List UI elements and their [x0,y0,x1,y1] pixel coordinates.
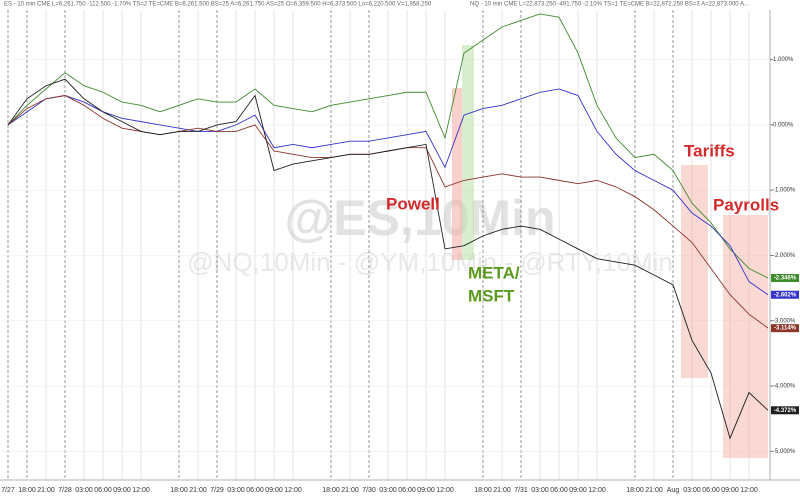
x-tick-label: 18:00 [322,487,340,494]
x-tick-label: 03:00 [75,487,93,494]
meta-band [462,45,474,260]
header-nq: NQ - 10 min CME L=22,873.250 -491.750 -2… [470,2,749,8]
x-tick-label: 09:00 [721,487,739,494]
y-tick-label: -5.000% [773,449,796,455]
y-tick-label: 0.000% [773,122,794,128]
y-tick-label: -4.000% [773,384,796,390]
sub-watermark: @NQ,10Min - @YM,10Min - @RTY,10Min [187,247,673,277]
powell-band [452,88,462,260]
x-tick-label: 21:00 [341,487,359,494]
annotation: Payrolls [713,195,779,214]
x-tick-label: 03:00 [379,487,397,494]
x-tick-label: 09:00 [265,487,283,494]
x-tick-label: 7/31 [514,487,528,494]
y-tick-label: -2.000% [773,253,796,259]
x-tick-label: 06:00 [246,487,264,494]
x-tick-label: 12:00 [588,487,606,494]
series-line [7,88,769,296]
x-tick-label: 12:00 [740,487,758,494]
x-tick-label: 09:00 [569,487,587,494]
watermark: @ES,10Min [284,190,555,246]
x-tick-label: 21:00 [493,487,511,494]
annotation: Powell [386,194,440,213]
x-tick-label: 18:00 [626,487,644,494]
x-tick-label: 03:00 [531,487,549,494]
x-tick-label: 18:00 [18,487,36,494]
x-tick-label: 09:00 [113,487,131,494]
end-label-box [771,274,799,283]
end-label: -2.602% [774,292,797,298]
x-tick-label: 21:00 [645,487,663,494]
tariffs-box [681,165,708,378]
x-tick-label: 21:00 [37,487,55,494]
x-tick-label: 12:00 [436,487,454,494]
series-line [7,78,769,440]
x-tick-label: 7/28 [58,487,72,494]
annotation: META/ [468,263,520,282]
x-tick-label: Aug [667,487,680,494]
x-tick-label: 7/30 [362,487,376,494]
x-tick-label: 18:00 [170,487,188,494]
x-tick-label: 18:00 [474,487,492,494]
y-tick-label: -1.000% [773,188,796,194]
y-tick-label: 1.000% [773,57,794,63]
end-label: -4.372% [774,408,797,414]
x-tick-label: 06:00 [550,487,568,494]
end-label-box [771,290,799,299]
annotation: Tariffs [684,141,735,160]
payrolls-box [723,215,768,458]
x-tick-label: 03:00 [227,487,245,494]
x-tick-label: 12:00 [132,487,150,494]
x-tick-label: 7/27 [1,487,15,494]
annotation: MSFT [468,286,515,305]
end-label: -3.114% [774,326,797,332]
end-label-box [771,406,799,415]
x-tick-label: 06:00 [702,487,720,494]
y-tick-label: -3.000% [773,318,796,324]
x-tick-label: 06:00 [94,487,112,494]
x-tick-label: 21:00 [189,487,207,494]
header-es: ES - 10 min CME L=6,261.750 -112.500 -1.… [4,2,432,8]
x-tick-label: 12:00 [284,487,302,494]
end-label-box [771,324,799,333]
end-label: -2.346% [774,276,797,282]
series-line [7,13,769,279]
x-tick-label: 06:00 [398,487,416,494]
x-tick-label: 7/29 [210,487,224,494]
x-tick-label: 03:00 [683,487,701,494]
x-tick-label: 09:00 [417,487,435,494]
